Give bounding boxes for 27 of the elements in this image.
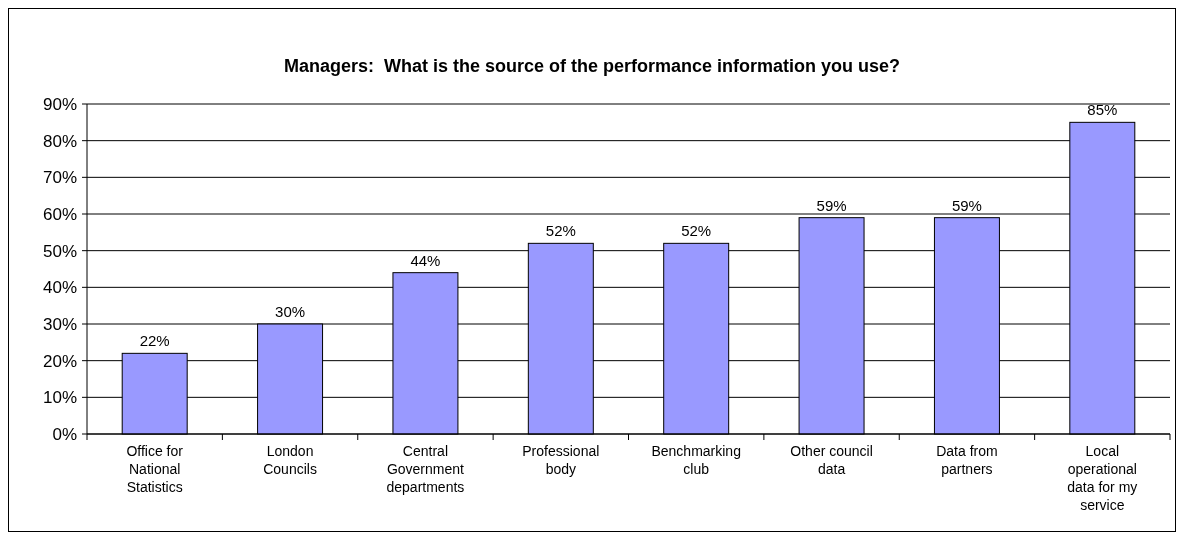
x-tick-label: London Councils — [263, 443, 317, 477]
data-label: 52% — [681, 222, 712, 240]
data-label: 59% — [816, 196, 847, 214]
data-label: 52% — [545, 222, 576, 240]
data-label: 85% — [1087, 101, 1118, 119]
y-tick-label: 50% — [42, 241, 77, 261]
y-tick-label: 70% — [42, 168, 77, 188]
x-tick-label: Professional body — [522, 443, 600, 477]
data-label: 22% — [139, 332, 170, 350]
y-tick-label: 10% — [42, 388, 77, 408]
data-label: 59% — [951, 196, 982, 214]
y-tick-label: 30% — [42, 314, 77, 334]
x-tick-label: Data from partners — [936, 443, 998, 477]
y-tick-label: 90% — [42, 94, 77, 114]
y-tick-label: 20% — [42, 351, 77, 371]
y-tick-label: 80% — [42, 131, 77, 151]
x-tick-label: Other council data — [790, 443, 873, 477]
y-tick-label: 40% — [42, 278, 77, 298]
x-tick-label: Local operational data for my service — [1067, 443, 1138, 513]
y-tick-label: 0% — [52, 424, 77, 444]
data-label: 30% — [275, 303, 306, 320]
x-tick-label: Central Government departments — [386, 443, 465, 495]
x-tick-label: Office for National Statistics — [126, 443, 184, 495]
chart-title: Managers: What is the source of the performance information you use? — [283, 56, 901, 76]
data-label: 44% — [410, 251, 441, 269]
y-tick-label: 60% — [42, 204, 77, 224]
x-tick-label: Benchmarking club — [651, 443, 741, 477]
